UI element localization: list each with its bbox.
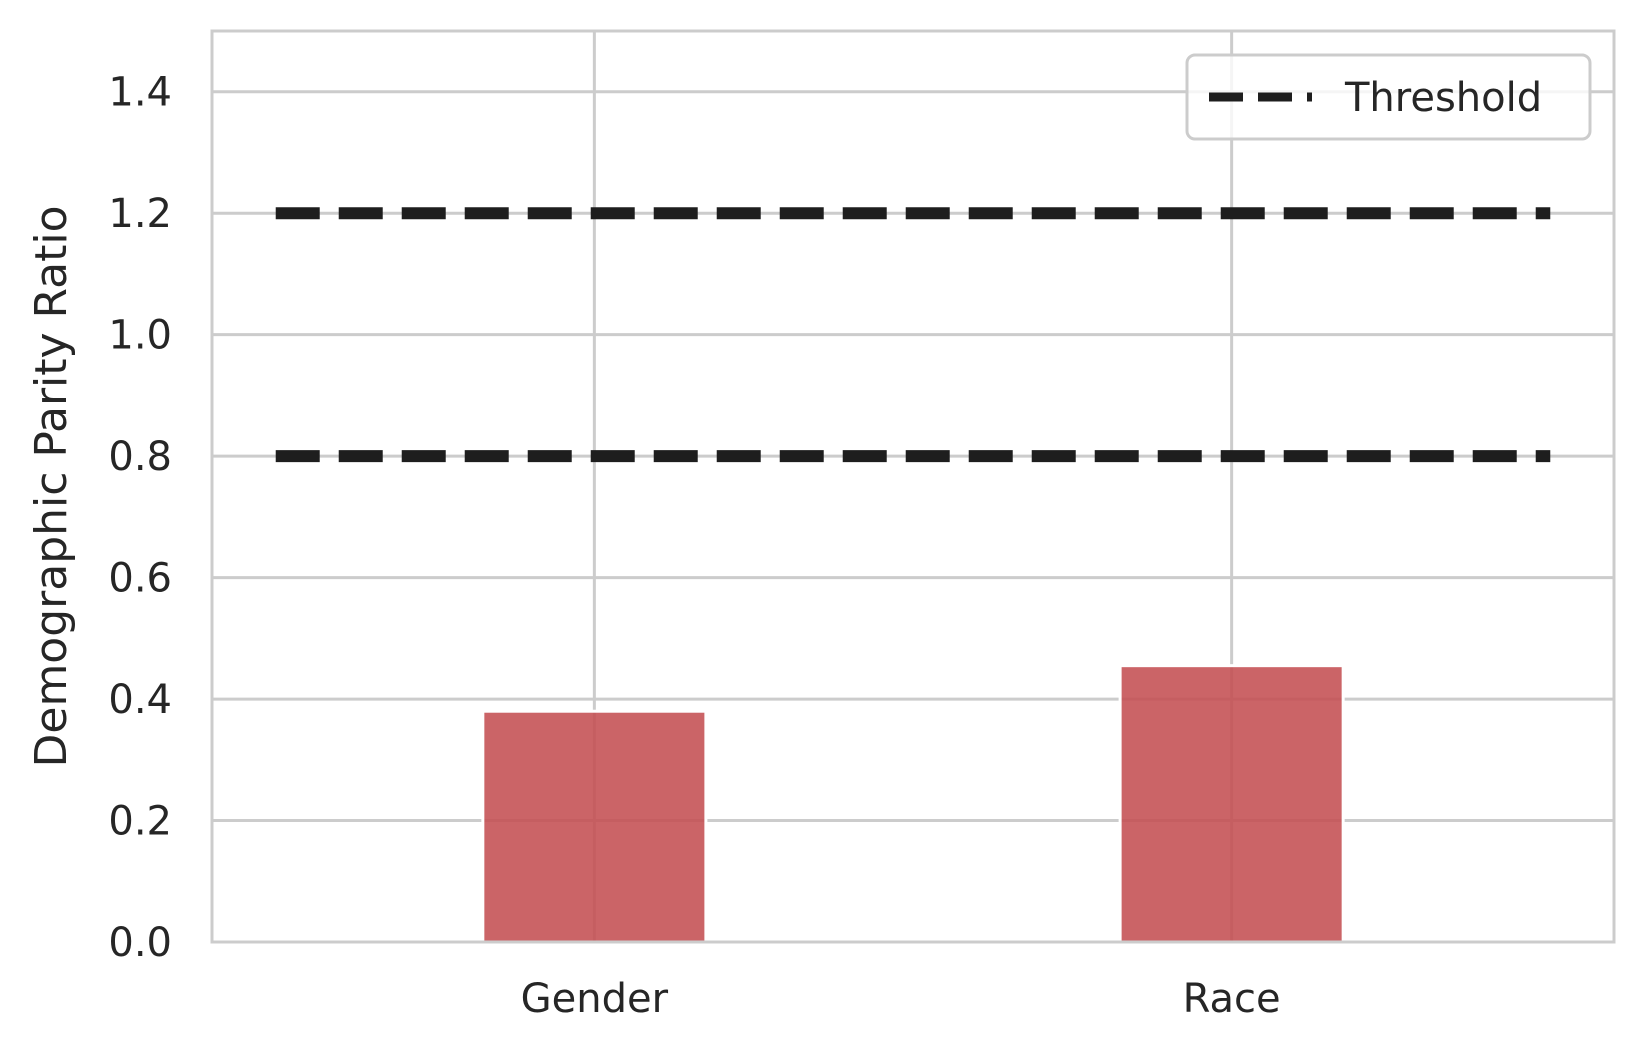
legend: Threshold — [1185, 53, 1592, 141]
y-axis-label: Demographic Parity Ratio — [26, 205, 77, 767]
y-tick-label: 1.0 — [108, 313, 172, 359]
y-tick-label: 0.0 — [108, 920, 172, 966]
y-tick-label: 0.4 — [108, 677, 172, 723]
plot-frame — [210, 29, 1616, 944]
legend-threshold-label: Threshold — [1344, 75, 1542, 121]
bar-race — [1118, 664, 1345, 944]
bars-layer — [481, 664, 1345, 944]
bar-gender — [481, 709, 708, 944]
y-tick-label: 1.2 — [108, 191, 172, 237]
y-tick-label: 0.2 — [108, 799, 172, 845]
y-tick-label: 1.4 — [108, 70, 172, 116]
x-tick-labels: Gender Race — [521, 976, 1281, 1022]
x-tick-label: Gender — [521, 976, 669, 1022]
grid-layer — [212, 31, 1614, 944]
x-tick-label: Race — [1183, 976, 1281, 1022]
legend-box — [1185, 53, 1592, 141]
threshold-layer — [275, 207, 1551, 463]
y-tick-labels: 0.0 0.2 0.4 0.6 0.8 1.0 1.2 1.4 — [108, 70, 172, 966]
y-tick-label: 0.8 — [108, 434, 172, 480]
y-tick-label: 0.6 — [108, 556, 172, 602]
